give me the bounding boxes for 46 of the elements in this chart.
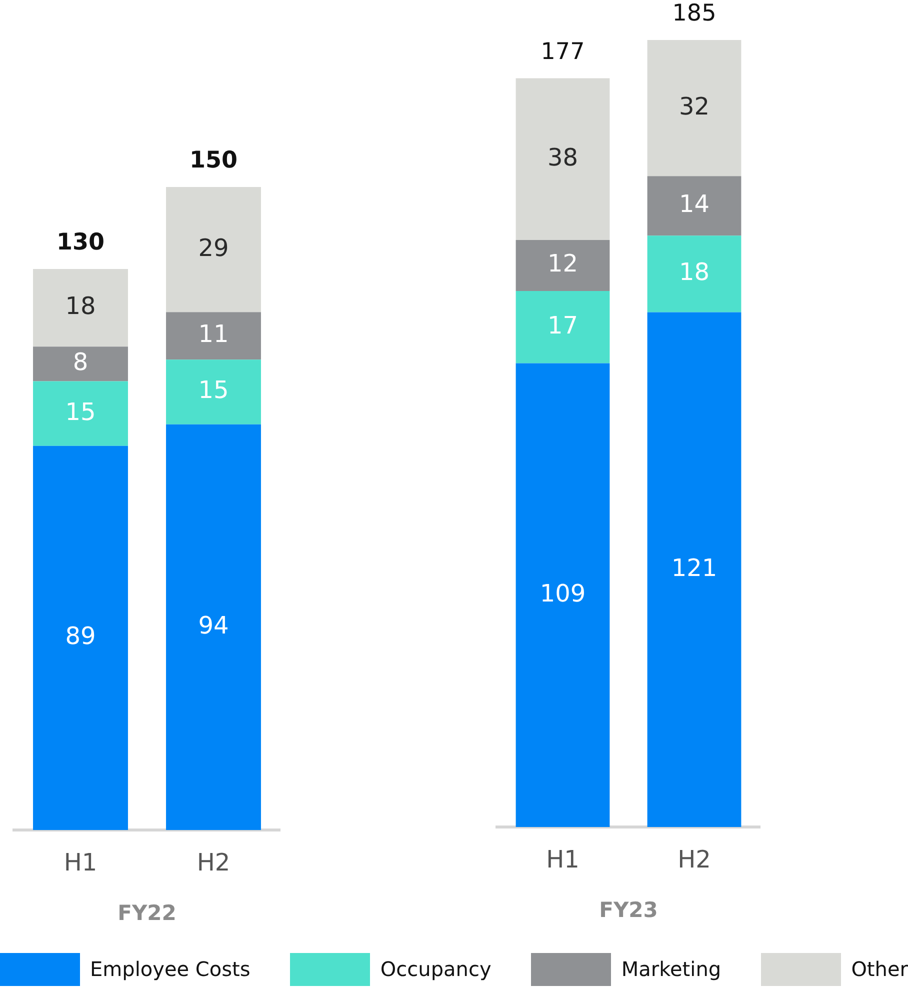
data-label: 14 [678,190,710,218]
bar [33,268,128,347]
bar [166,187,261,312]
legend-label: Occupancy [380,957,492,981]
data-label: 109 [540,579,586,608]
data-label: 15 [198,376,229,404]
data-label: 94 [198,611,229,640]
bar [647,176,742,236]
x-tick-label: H2 [678,846,711,874]
total-label: 150 [189,147,238,174]
x-tick-label: H1 [64,848,98,877]
x-axis-title: FY22 [118,900,176,925]
data-label: 12 [547,250,578,278]
data-label: 15 [65,398,96,426]
bar [166,312,261,360]
bar [166,424,261,830]
data-label: 18 [678,258,710,286]
x-axis-title: FY23 [599,898,658,922]
bar [647,40,742,176]
data-label: 18 [65,292,96,320]
bar [516,290,610,364]
data-label: 38 [547,143,578,172]
data-label: 32 [678,92,710,120]
bar [33,346,128,382]
total-label: 185 [672,0,716,26]
x-tick-label: H1 [546,846,580,874]
data-label: 8 [72,348,88,376]
legend-label: Employee Costs [90,957,250,981]
bar [166,360,261,424]
bar [516,78,610,240]
bar [647,312,742,827]
legend-label: Other [851,957,908,981]
total-label: 130 [56,229,105,256]
data-label: 89 [65,622,96,650]
bar [516,240,610,291]
total-label: 177 [540,38,585,65]
legend-label: Marketing [621,957,722,981]
bar [647,236,742,312]
bar [516,363,610,827]
data-label: 121 [671,554,718,582]
data-label: 17 [547,311,578,340]
data-label: 11 [198,320,229,348]
bar [33,446,128,830]
data-label: 29 [198,234,229,262]
x-tick-label: H2 [196,848,230,877]
bar [33,381,128,446]
